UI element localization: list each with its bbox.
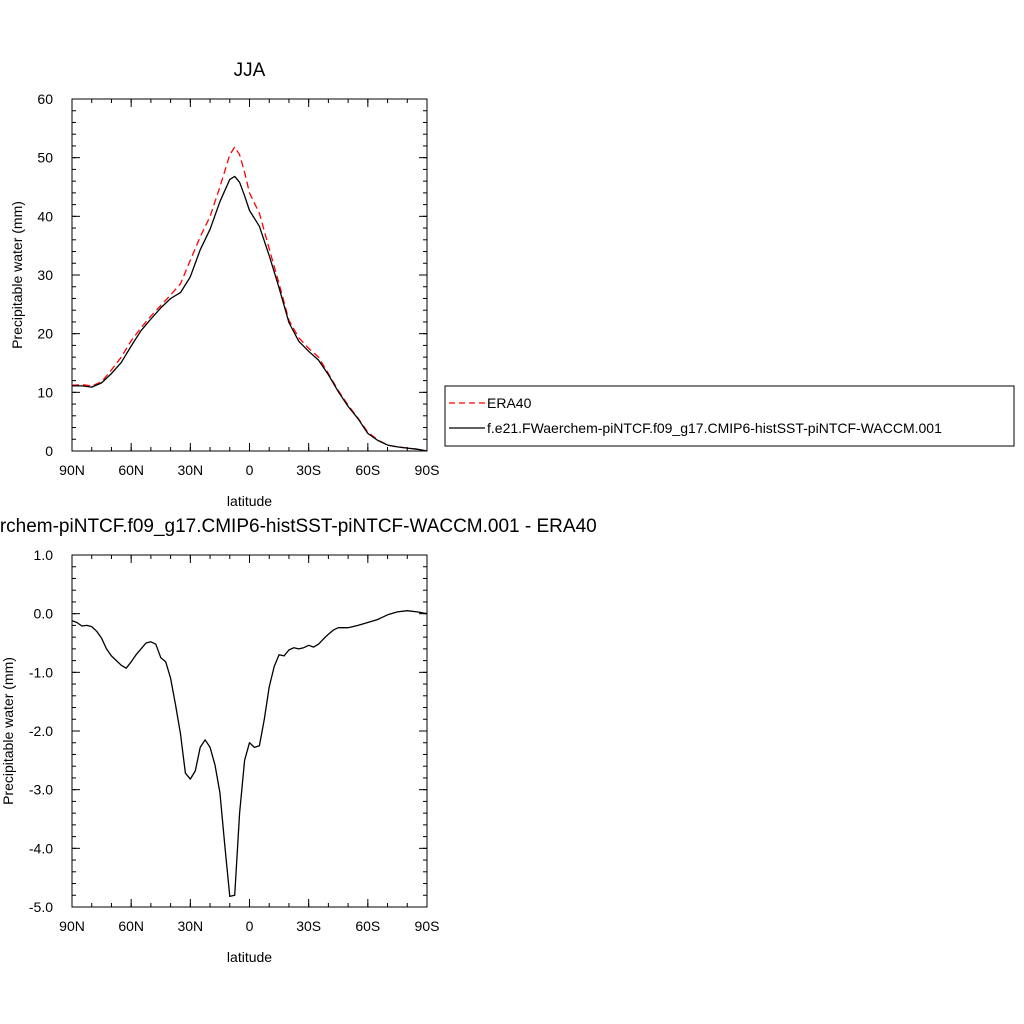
top-y-tick-labels: 0 10 20 30 40 50 60 xyxy=(37,91,53,459)
y-tick-label: 1.0 xyxy=(34,547,54,563)
y-tick-label: -5.0 xyxy=(29,899,53,915)
bottom-series-layer xyxy=(72,610,427,898)
y-tick-label: 60 xyxy=(37,91,53,107)
legend-label-model: f.e21.FWaerchem-piNTCF.f09_g17.CMIP6-his… xyxy=(487,420,942,436)
bottom-y-axis-label: Precipitable water (mm) xyxy=(0,657,16,805)
x-tick-label: 0 xyxy=(246,462,254,478)
x-tick-label: 90S xyxy=(415,918,440,934)
x-tick-label: 30S xyxy=(296,918,321,934)
x-tick-label: 30N xyxy=(177,918,203,934)
legend-label-era40: ERA40 xyxy=(487,395,532,411)
bottom-x-axis-label: latitude xyxy=(227,949,272,965)
top-chart-title: JJA xyxy=(234,60,266,81)
x-tick-label: 30S xyxy=(296,462,321,478)
x-tick-label: 90N xyxy=(59,462,85,478)
y-tick-label: -2.0 xyxy=(29,723,53,739)
era40-line xyxy=(72,146,427,451)
x-tick-label: 60S xyxy=(355,918,380,934)
model-line xyxy=(72,175,427,451)
legend: ERA40 f.e21.FWaerchem-piNTCF.f09_g17.CMI… xyxy=(444,385,1015,447)
bottom-panel: f.e21.FWaerchem-piNTCF.f09_g17.CMIP6-his… xyxy=(0,516,597,965)
legend-box xyxy=(444,385,1015,447)
y-tick-label: 0.0 xyxy=(34,606,54,622)
x-tick-label: 30N xyxy=(177,462,203,478)
top-panel: JJA 90N 60N 30N 0 30S 60S 90S 0 10 20 30 40 50 60 la… xyxy=(9,60,439,509)
x-tick-label: 0 xyxy=(246,918,254,934)
y-tick-label: 30 xyxy=(37,267,53,283)
x-tick-label: 60S xyxy=(355,462,380,478)
x-tick-label: 90S xyxy=(415,462,440,478)
x-tick-label: 60N xyxy=(118,918,144,934)
y-tick-label: 0 xyxy=(45,443,53,459)
y-tick-label: -3.0 xyxy=(29,782,53,798)
bottom-tick-marks xyxy=(71,554,428,908)
y-tick-label: 40 xyxy=(37,208,53,224)
bottom-y-tick-labels: 1.0 0.0 -1.0 -2.0 -3.0 -4.0 -5.0 xyxy=(29,547,53,915)
x-tick-label: 60N xyxy=(118,462,144,478)
bottom-chart-title: f.e21.FWaerchem-piNTCF.f09_g17.CMIP6-his… xyxy=(0,516,597,537)
top-x-tick-labels: 90N 60N 30N 0 30S 60S 90S xyxy=(59,462,439,478)
top-tick-marks xyxy=(71,98,428,452)
bottom-x-tick-labels: 90N 60N 30N 0 30S 60S 90S xyxy=(59,918,439,934)
x-tick-label: 90N xyxy=(59,918,85,934)
top-y-axis-label: Precipitable water (mm) xyxy=(9,201,25,349)
top-series-layer xyxy=(72,146,427,451)
y-tick-label: 10 xyxy=(37,384,53,400)
y-tick-label: 50 xyxy=(37,150,53,166)
y-tick-label: -1.0 xyxy=(29,664,53,680)
difference-line xyxy=(72,610,427,898)
y-tick-label: -4.0 xyxy=(29,840,53,856)
bottom-plot-frame xyxy=(71,554,428,908)
y-tick-label: 20 xyxy=(37,326,53,342)
top-x-axis-label: latitude xyxy=(227,493,272,509)
top-plot-frame xyxy=(71,98,428,452)
